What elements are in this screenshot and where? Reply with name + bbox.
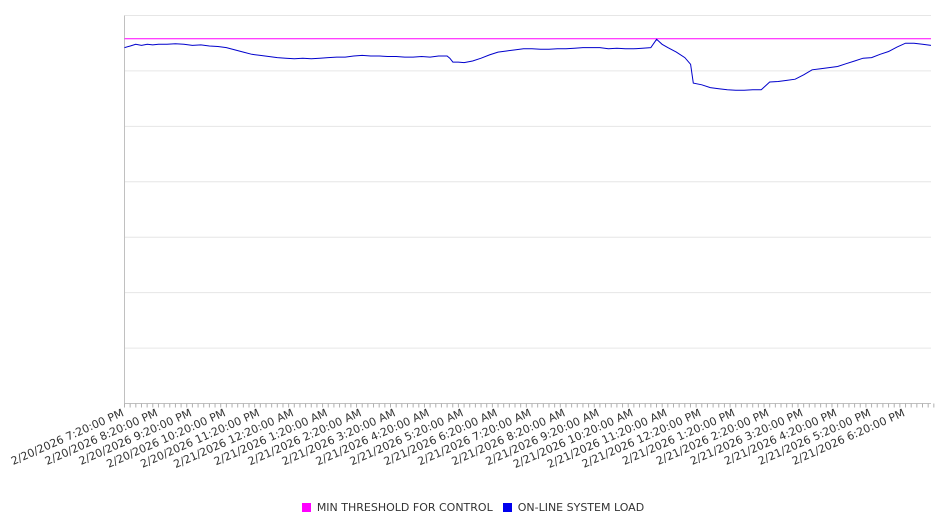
legend: MIN THRESHOLD FOR CONTROL ON-LINE SYSTEM… xyxy=(0,498,946,516)
x-axis-tick-labels: 2/20/2026 7:20:00 PM2/20/2026 8:20:00 PM… xyxy=(9,406,907,471)
x-axis-ticks xyxy=(124,403,935,408)
series-lines xyxy=(124,38,932,91)
series-line-system-load xyxy=(124,38,932,91)
axes xyxy=(124,15,931,404)
legend-item-threshold[interactable]: MIN THRESHOLD FOR CONTROL xyxy=(301,500,493,514)
legend-label-system-load: ON-LINE SYSTEM LOAD xyxy=(517,500,645,514)
legend-swatch-system-load xyxy=(502,502,512,512)
gridlines xyxy=(124,15,931,349)
legend-item-system-load[interactable]: ON-LINE SYSTEM LOAD xyxy=(502,500,645,514)
legend-label-threshold: MIN THRESHOLD FOR CONTROL xyxy=(316,500,493,514)
legend-swatch-threshold xyxy=(301,502,311,512)
